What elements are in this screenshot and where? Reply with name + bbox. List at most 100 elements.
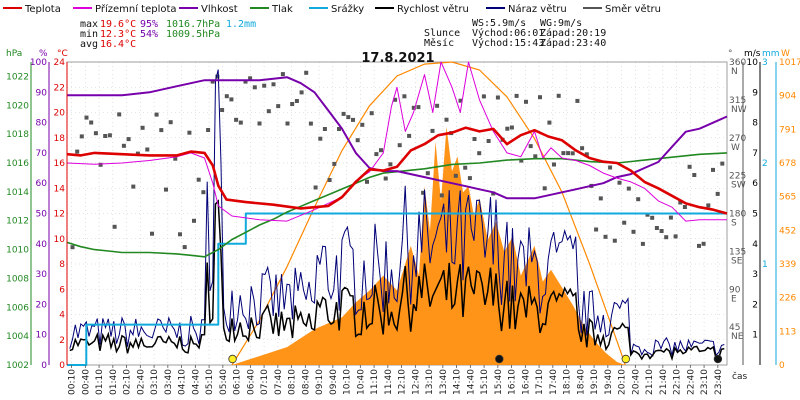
wind-direction-point [168, 120, 173, 125]
tick-label-w: 791 [779, 125, 796, 135]
tick-label-time: 05:10 [205, 369, 215, 395]
legend-label-gust: Náraz větru [508, 3, 567, 15]
wind-direction-point [538, 95, 542, 100]
wind-direction-point [360, 122, 365, 127]
tick-label-degc: 8 [59, 260, 65, 270]
legend-label-wind: Rychlost větru [397, 3, 469, 15]
wind-direction-point [575, 98, 580, 103]
tick-label-degc: 22 [54, 83, 65, 93]
temperature-line [66, 126, 728, 215]
tick-label-pct: 60 [36, 179, 48, 189]
series-lines [66, 61, 728, 366]
tick-label-w: 339 [779, 260, 796, 270]
legend-label-temperature: Teplota [24, 4, 61, 15]
tick-label-dir-compass: W [731, 143, 740, 153]
wind-direction-point [552, 162, 556, 167]
wind-direction-point [304, 70, 309, 75]
stat-humidity: 95% [140, 19, 158, 30]
wind-direction-point [421, 190, 426, 195]
wind-direction-point [566, 151, 571, 156]
wind-direction-point [467, 176, 472, 181]
wind-direction-point [514, 93, 519, 98]
tick-label-degc: 24 [54, 58, 66, 68]
tick-label-degc: 6 [59, 285, 65, 295]
wind-direction-points [70, 70, 725, 250]
wind-direction-point [640, 241, 645, 246]
stat-temp: 16.4°C [100, 39, 136, 50]
wind-direction-point [407, 133, 412, 138]
tick-label-w: 1017 [779, 58, 800, 68]
tick-label-w: 452 [779, 226, 796, 236]
tick-label-time: 20:10 [618, 369, 628, 395]
wind-direction-point [472, 137, 477, 141]
wind-direction-point [173, 156, 178, 161]
wind-direction-point [645, 212, 650, 217]
tick-label-time: 14:40 [466, 369, 476, 395]
tick-label-dir-compass: E [731, 294, 737, 304]
wind-direction-point [617, 180, 622, 185]
wind-direction-point [388, 162, 393, 167]
wind-direction-point [164, 187, 168, 192]
wind-direction-point [509, 125, 514, 130]
wind-direction-point [276, 104, 281, 109]
tick-label-ms: 7 [752, 149, 758, 159]
wind-direction-point [435, 103, 440, 108]
wind-direction-point [682, 205, 687, 209]
tick-label-time: 22:40 [686, 369, 696, 395]
tick-label-pct: 50 [36, 210, 48, 220]
tick-label-pct: 30 [36, 270, 48, 280]
stat-pressure: 1009.5hPa [166, 29, 220, 40]
wind-direction-point [654, 226, 659, 230]
tick-label-time: 05:40 [219, 369, 229, 395]
wind-direction-point [70, 245, 75, 250]
wind-direction-point [196, 177, 201, 182]
tick-label-pct: 10 [36, 331, 48, 341]
tick-label-time: 00:40 [81, 369, 91, 395]
stat-label: avg [80, 39, 98, 50]
wind-direction-point [341, 111, 346, 116]
tick-label-time: 04:10 [178, 369, 188, 395]
wind-direction-point [187, 130, 192, 135]
tick-label-time: 04:40 [191, 369, 201, 395]
wind-direction-point [220, 108, 225, 112]
tick-label-time: 12:40 [411, 369, 421, 395]
wind-direction-point [192, 218, 196, 223]
tick-label-degc: 4 [59, 311, 65, 321]
sun-label: Slunce [424, 28, 460, 39]
tick-label-time: 16:10 [508, 369, 518, 395]
rain-line [67, 212, 727, 366]
tick-label-time: 19:40 [604, 369, 614, 395]
moon-rise: Východ:15:43 [472, 37, 544, 49]
tick-label-time: 07:40 [274, 369, 284, 395]
wind-direction-point [453, 173, 458, 178]
tick-label-pct: 40 [36, 240, 48, 250]
wind-direction-point [103, 134, 108, 138]
wind-direction-point [121, 143, 126, 148]
wind-direction-point [659, 229, 664, 233]
tick-label-time: 13:10 [425, 369, 435, 395]
legend-label-humidity: Vlhkost [201, 4, 238, 15]
wind-direction-point [528, 144, 533, 149]
wind-direction-point [308, 121, 313, 126]
legend-label-pressure: Tlak [271, 4, 293, 15]
tick-label-time: 10:40 [356, 369, 366, 395]
wind-direction-point [477, 151, 482, 156]
wind-direction-point [393, 97, 398, 102]
tick-label-hpa: 1008 [6, 274, 29, 284]
tick-label-time: 06:10 [233, 369, 243, 395]
axes: hPa1002100410061008101010121014101610181… [6, 49, 800, 395]
tick-label-time: 18:40 [576, 369, 586, 395]
wind-direction-point [481, 94, 486, 99]
wind-direction-point [439, 193, 444, 198]
tick-label-ms: 3 [752, 270, 758, 280]
wind-direction-point [626, 186, 631, 191]
tick-label-time: 09:10 [315, 369, 325, 395]
wind-direction-point [98, 162, 103, 167]
tick-label-dir: 360 [729, 58, 746, 68]
tick-label-dir: 180 [729, 210, 746, 220]
wind-direction-point [327, 178, 332, 182]
wind-direction-point [580, 146, 585, 151]
wind-direction-point [612, 238, 617, 243]
